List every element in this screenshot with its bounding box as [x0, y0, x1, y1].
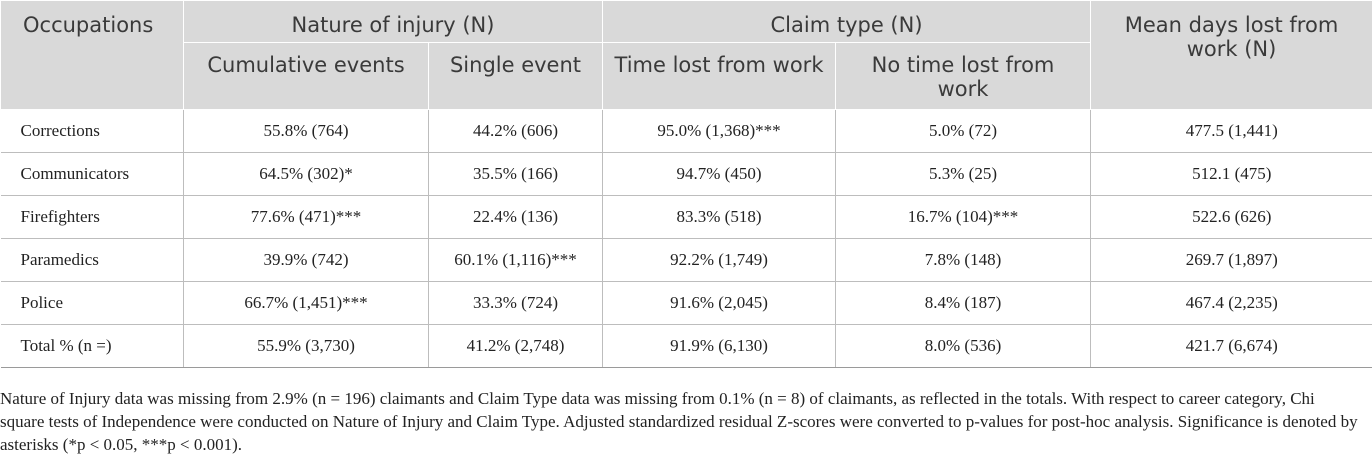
header-single-event: Single event [428, 42, 603, 110]
table-cell: 35.5% (166) [428, 152, 603, 196]
table-cell: 41.2% (2,748) [428, 324, 603, 368]
table-cell: 95.0% (1,368)*** [602, 109, 836, 153]
table-footnote: Nature of Injury data was missing from 2… [0, 389, 1358, 454]
table-cell: 91.6% (2,045) [602, 281, 836, 325]
data-table: Occupations Nature of injury (N) Claim t… [0, 0, 1372, 368]
table-cell: 5.0% (72) [834, 109, 1092, 153]
table-row: Firefighters 77.6% (471)*** 22.4% (136) … [0, 195, 1372, 239]
occupation-cell: Police [0, 281, 184, 325]
occupation-cell: Firefighters [0, 195, 184, 239]
table-cell: 8.0% (536) [834, 324, 1092, 368]
table-cell: 44.2% (606) [428, 109, 603, 153]
table-cell: 522.6 (626) [1090, 195, 1372, 239]
table-cell: 467.4 (2,235) [1090, 281, 1372, 325]
header-mean-days-lost: Mean days lost from work (N) [1090, 0, 1372, 110]
table-cell: 77.6% (471)*** [183, 195, 429, 239]
table-row: Paramedics 39.9% (742) 60.1% (1,116)*** … [0, 238, 1372, 282]
table-header: Occupations Nature of injury (N) Claim t… [0, 0, 1372, 110]
table-row: Police 66.7% (1,451)*** 33.3% (724) 91.6… [0, 281, 1372, 325]
header-claim-type: Claim type (N) [601, 0, 1092, 43]
table-cell: 512.1 (475) [1090, 152, 1372, 196]
header-time-lost: Time lost from work [602, 42, 836, 110]
table-cell: 64.5% (302)* [183, 152, 429, 196]
table-cell: 269.7 (1,897) [1090, 238, 1372, 282]
table-cell: 477.5 (1,441) [1090, 109, 1372, 153]
table-cell: 39.9% (742) [183, 238, 429, 282]
table-row: Corrections 55.8% (764) 44.2% (606) 95.0… [0, 109, 1372, 153]
table-cell: 94.7% (450) [602, 152, 836, 196]
table-cell: 91.9% (6,130) [602, 324, 836, 368]
occupation-cell: Paramedics [0, 238, 184, 282]
table-cell: 83.3% (518) [602, 195, 836, 239]
table-cell: 8.4% (187) [834, 281, 1092, 325]
header-nature-of-injury: Nature of injury (N) [183, 0, 603, 43]
table-cell: 16.7% (104)*** [834, 195, 1092, 239]
table-cell: 55.9% (3,730) [183, 324, 429, 368]
occupation-cell: Corrections [0, 109, 184, 153]
occupation-cell: Total % (n =) [0, 324, 184, 368]
table-cell: 55.8% (764) [183, 109, 429, 153]
table-row-total: Total % (n =) 55.9% (3,730) 41.2% (2,748… [0, 324, 1372, 368]
table-cell: 421.7 (6,674) [1090, 324, 1372, 368]
header-cumulative-events: Cumulative events [183, 42, 429, 110]
table-body: Corrections 55.8% (764) 44.2% (606) 95.0… [0, 109, 1372, 368]
header-occupations: Occupations [0, 0, 184, 110]
table-cell: 22.4% (136) [428, 195, 603, 239]
table-cell: 33.3% (724) [428, 281, 603, 325]
header-no-time-lost: No time lost from work [834, 42, 1092, 110]
table-cell: 66.7% (1,451)*** [183, 281, 429, 325]
table-cell: 92.2% (1,749) [602, 238, 836, 282]
table-cell: 60.1% (1,116)*** [428, 238, 603, 282]
table-cell: 5.3% (25) [834, 152, 1092, 196]
occupation-cell: Communicators [0, 152, 184, 196]
table-row: Communicators 64.5% (302)* 35.5% (166) 9… [0, 152, 1372, 196]
table-cell: 7.8% (148) [834, 238, 1092, 282]
